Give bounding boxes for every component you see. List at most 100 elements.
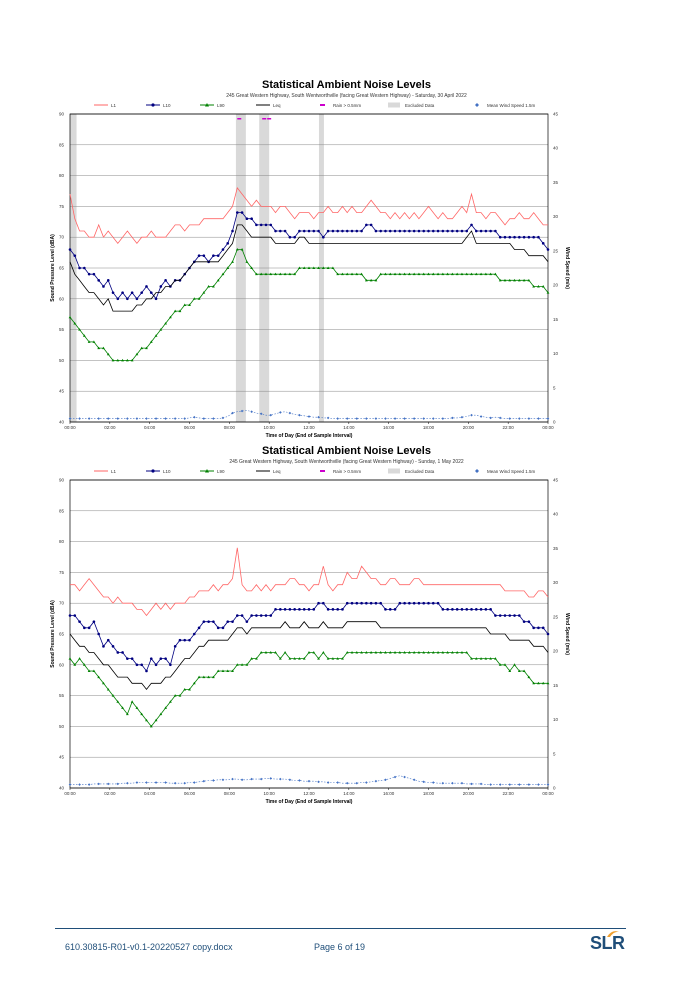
data-point: [407, 272, 411, 276]
data-point: [388, 229, 392, 233]
data-point: [441, 272, 445, 276]
data-point: [264, 650, 268, 654]
data-point: [398, 229, 402, 233]
data-point: [250, 777, 253, 781]
y-right-tick-label: 35: [553, 546, 559, 551]
series-l1: [70, 547, 549, 617]
data-point: [283, 229, 287, 233]
data-point: [460, 415, 464, 419]
y-tick-label: 60: [59, 662, 65, 667]
data-point: [293, 608, 296, 611]
data-point: [498, 614, 502, 617]
data-point: [216, 278, 220, 282]
legend-marker: [475, 103, 479, 107]
legend-item: Mean Wind Speed 1.5m: [475, 103, 536, 108]
data-point: [345, 601, 349, 605]
y-right-tick-label: 45: [553, 478, 559, 483]
data-point: [149, 724, 153, 728]
data-point: [546, 291, 550, 294]
data-point: [470, 782, 473, 786]
data-point: [322, 601, 325, 605]
data-point: [537, 284, 540, 288]
data-point: [283, 272, 287, 276]
data-point: [192, 632, 196, 636]
legend-marker: [388, 102, 400, 108]
data-point: [532, 284, 536, 288]
data-point: [283, 650, 287, 654]
data-point: [192, 781, 196, 784]
data-point: [130, 291, 134, 294]
data-point: [403, 775, 406, 779]
data-point: [532, 681, 536, 685]
data-point: [489, 657, 493, 660]
data-point: [212, 675, 215, 679]
data-point: [298, 229, 301, 233]
data-point: [422, 650, 426, 654]
data-point: [546, 417, 550, 420]
x-tick-label: 06:00: [184, 791, 196, 796]
data-point: [374, 650, 378, 654]
legend-item: Excluded Data: [388, 102, 435, 108]
data-point: [92, 272, 96, 276]
data-point: [274, 272, 277, 276]
data-point: [288, 608, 292, 611]
x-tick-label: 08:00: [224, 425, 236, 430]
data-point: [135, 352, 139, 356]
data-point: [255, 657, 258, 660]
data-point: [130, 700, 134, 703]
data-point: [97, 632, 100, 636]
data-point: [240, 778, 244, 782]
data-point: [235, 663, 239, 666]
data-point: [197, 297, 201, 300]
data-point: [436, 650, 440, 654]
data-point: [173, 309, 177, 313]
data-point: [479, 272, 483, 276]
data-point: [345, 650, 349, 654]
data-point: [240, 211, 244, 214]
data-point: [407, 650, 411, 654]
data-point: [474, 657, 478, 660]
data-point: [441, 781, 445, 785]
data-point: [245, 260, 249, 263]
data-point: [517, 669, 521, 672]
x-tick-label: 08:00: [224, 791, 236, 796]
legend-item: Excluded Data: [388, 468, 435, 474]
series-line: [69, 212, 549, 300]
data-point: [207, 620, 210, 623]
data-point: [245, 663, 249, 666]
series-line: [69, 621, 549, 691]
data-point: [470, 608, 473, 611]
data-point: [365, 223, 368, 227]
y-tick-label: 55: [59, 693, 65, 698]
data-point: [221, 272, 225, 276]
data-point: [78, 266, 81, 270]
data-point: [446, 608, 449, 611]
data-point: [236, 614, 239, 617]
data-point: [78, 620, 81, 623]
data-point: [537, 681, 540, 685]
data-point: [173, 417, 177, 420]
legend-label: Rain > 0.5mm: [333, 103, 361, 108]
data-point: [374, 229, 378, 233]
x-tick-label: 00:00: [542, 425, 554, 430]
y-tick-label: 90: [59, 112, 65, 117]
data-point: [532, 626, 535, 630]
data-point: [336, 608, 339, 611]
data-point: [312, 650, 316, 654]
data-point: [369, 601, 373, 605]
data-point: [178, 694, 182, 697]
data-point: [345, 417, 349, 420]
data-point: [154, 297, 158, 301]
data-point: [78, 328, 81, 331]
data-point: [374, 601, 378, 605]
data-point: [355, 272, 359, 276]
data-point: [436, 272, 440, 276]
data-point: [455, 229, 459, 233]
x-axis-label: Time of Day (End of Sample Interval): [266, 433, 353, 439]
series-l90: [68, 248, 550, 362]
data-point: [212, 779, 215, 782]
data-point: [541, 681, 545, 685]
legend-label: L1: [111, 469, 117, 474]
data-point: [269, 777, 273, 780]
data-point: [460, 781, 464, 785]
